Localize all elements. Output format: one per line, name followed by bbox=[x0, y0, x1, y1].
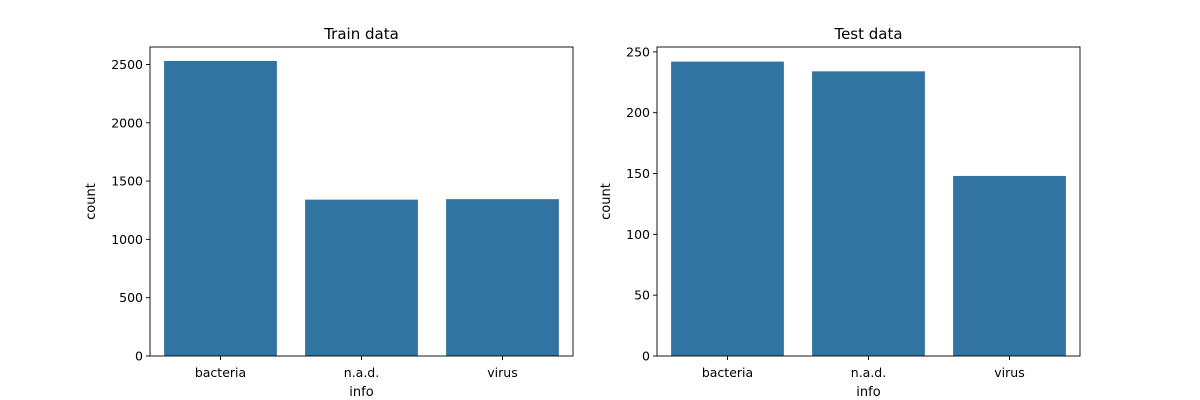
train-ytick-label: 500 bbox=[119, 290, 143, 305]
train-chart-title: Train data bbox=[323, 25, 399, 43]
test-xtick-label: virus bbox=[994, 365, 1024, 380]
test-ytick-label: 50 bbox=[634, 288, 650, 303]
test-x-axis-label: info bbox=[856, 385, 880, 400]
train-bar-nad bbox=[305, 199, 418, 356]
train-bar-bacteria bbox=[164, 60, 277, 356]
test-chart-title: Test data bbox=[833, 25, 902, 43]
train-chart: 0 500 1000 1500 2000 2500 bacteria n.a.d. virus T… bbox=[84, 25, 574, 400]
train-x-axis-label: info bbox=[349, 385, 373, 400]
train-ytick-label: 2000 bbox=[111, 115, 143, 130]
train-xtick-label: n.a.d. bbox=[344, 365, 379, 380]
test-xtick-label: n.a.d. bbox=[851, 365, 886, 380]
train-bar-virus bbox=[446, 199, 559, 356]
train-xtick-label: virus bbox=[487, 365, 517, 380]
train-y-axis-label: count bbox=[84, 183, 99, 220]
test-ytick-label: 0 bbox=[642, 349, 650, 364]
test-ytick-label: 250 bbox=[626, 44, 650, 59]
test-bar-bacteria bbox=[671, 61, 784, 357]
test-bar-nad bbox=[812, 71, 925, 356]
train-xtick-label: bacteria bbox=[195, 365, 246, 380]
test-ytick-label: 200 bbox=[626, 105, 650, 120]
test-xtick-label: bacteria bbox=[702, 365, 753, 380]
test-chart: 0 50 100 150 200 250 bacteria n.a.d. virus Test d… bbox=[599, 25, 1081, 400]
train-ytick-label: 2500 bbox=[111, 57, 143, 72]
train-ytick-label: 0 bbox=[135, 349, 143, 364]
train-ytick-label: 1500 bbox=[111, 174, 143, 189]
train-ytick-label: 1000 bbox=[111, 232, 143, 247]
test-y-axis-label: count bbox=[599, 183, 614, 220]
test-bar-virus bbox=[953, 175, 1066, 356]
test-ytick-label: 100 bbox=[626, 227, 650, 242]
test-ytick-label: 150 bbox=[626, 166, 650, 181]
